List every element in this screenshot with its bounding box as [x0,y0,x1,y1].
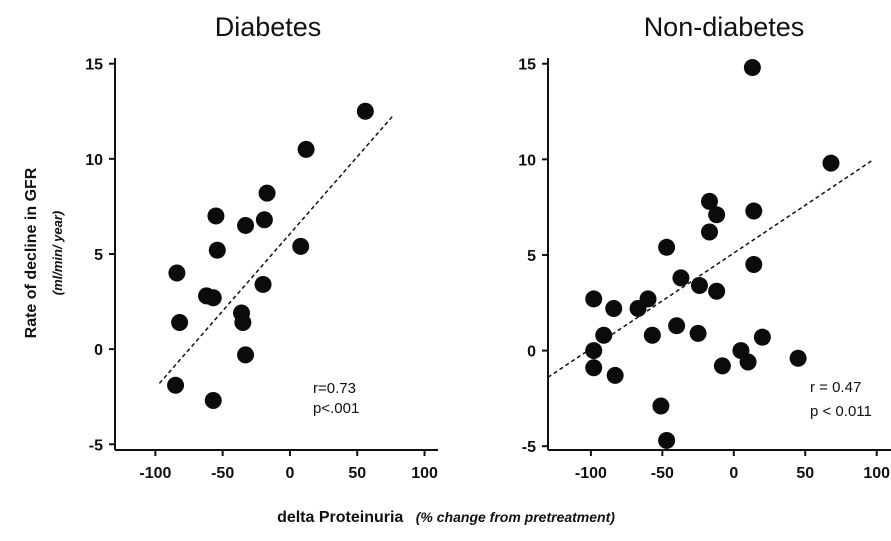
y-tick-label: 5 [527,248,536,265]
y-tick-label: -5 [522,439,536,456]
trend-line [158,114,395,384]
data-point [700,192,718,210]
chart-title: Non-diabetes [644,12,805,42]
y-tick-label: 15 [85,57,103,74]
x-tick-label: 0 [286,465,295,482]
data-point [207,207,225,225]
panel-non-diabetes: Non-diabetes r = 0.47 p < 0.011 -5051015… [518,12,891,482]
data-point [713,357,731,375]
data-point [258,184,276,202]
data-point [745,202,763,220]
data-point [708,206,726,224]
data-point [652,397,670,415]
chart-title: Diabetes [215,12,322,42]
y-tick-label: 0 [94,342,103,359]
data-point [672,269,690,287]
data-point [739,353,757,371]
data-point [643,326,661,344]
data-point [658,238,676,256]
data-point [167,376,185,394]
y-tick-label: 15 [518,57,536,74]
data-point [743,59,761,77]
data-point [700,223,718,241]
data-point [689,324,707,342]
data-point [585,359,603,377]
data-point [822,154,840,172]
data-point [254,275,272,293]
x-tick-label: 100 [863,465,890,482]
annotation-p: p < 0.011 [810,403,872,420]
data-point [595,326,613,344]
x-axis-label: delta Proteinuria (% change from pretrea… [277,509,615,526]
x-axis-label-unit: (% change from pretreatment) [416,509,615,525]
x-tick-label: 0 [729,465,738,482]
data-point [255,211,273,229]
data-point [168,264,186,282]
data-point [605,299,623,317]
data-point [204,289,222,307]
data-point [789,349,807,367]
x-axis-label-main: delta Proteinuria [277,509,403,526]
x-tick-label: -100 [575,465,607,482]
data-point [658,431,676,449]
data-point [745,256,763,274]
data-point [204,392,222,410]
data-point [297,140,315,158]
data-point [690,277,708,295]
y-tick-label: 10 [518,152,536,169]
y-tick-label: -5 [89,437,103,454]
x-tick-label: -50 [651,465,674,482]
data-point [668,317,686,335]
data-point [208,241,226,259]
data-point [585,290,603,308]
data-point [585,342,603,360]
x-tick-label: 100 [411,465,438,482]
data-point [708,282,726,300]
data-point [629,299,647,317]
y-tick-label: 0 [527,344,536,361]
x-tick-label: -100 [139,465,171,482]
data-point [292,237,310,255]
y-tick-label: 10 [85,152,103,169]
data-point [171,314,189,332]
y-axis-label: Rate of decline in GFR [23,167,40,338]
data-point [237,216,255,234]
data-point [237,346,255,364]
y-tick-label: 5 [94,247,103,264]
y-axis-unit: (ml/min/ year) [50,211,65,296]
x-tick-label: -50 [211,465,234,482]
annotation-r: r=0.73 [313,380,356,397]
data-point [234,314,252,332]
annotation-p: p<.001 [313,400,359,417]
data-point [356,102,374,120]
data-point [606,366,624,384]
annotation-r: r = 0.47 [810,379,861,396]
x-tick-label: 50 [348,465,366,482]
x-tick-label: 50 [796,465,814,482]
data-point [753,328,771,346]
